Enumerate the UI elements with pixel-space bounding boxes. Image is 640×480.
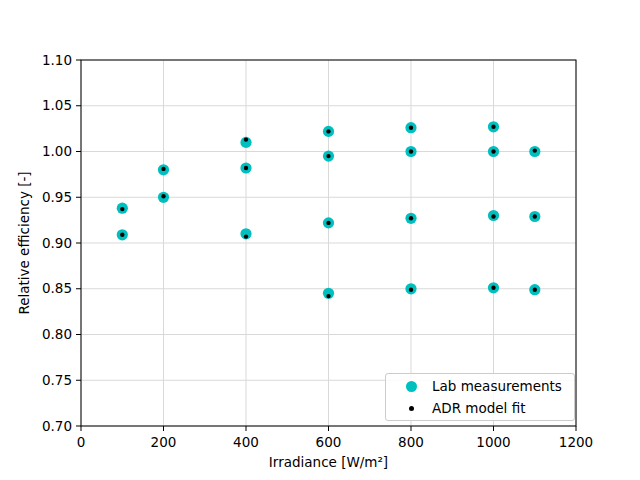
y-tick-label: 1.10 [42,52,72,68]
data-point-adr-model-fit [491,125,495,129]
y-tick-label: 0.80 [42,326,72,342]
x-tick-label: 800 [398,434,424,450]
data-point-adr-model-fit [533,214,537,218]
data-point-adr-model-fit [326,294,330,298]
legend-marker-cell [398,406,424,411]
figure-canvas: 0 200 400 600 800 1000 1200 0.70 0.75 0.80 0.85 0.9… [0,0,640,480]
legend-marker-cell [398,381,424,392]
legend-item-lab-measurements: Lab measurements [386,375,574,397]
x-tick-label: 1200 [559,434,593,450]
lab-measurements-marker-icon [406,381,417,392]
legend: Lab measurements ADR model fit [385,373,575,421]
x-tick-label: 400 [233,434,259,450]
y-tick-label: 0.85 [42,280,72,296]
data-point-adr-model-fit [244,137,248,141]
data-point-adr-model-fit [120,233,124,237]
data-point-adr-model-fit [244,166,248,170]
data-point-adr-model-fit [326,221,330,225]
data-point-adr-model-fit [409,288,413,292]
y-tick-label: 0.70 [42,418,72,434]
data-point-adr-model-fit [326,129,330,133]
y-tick-label: 0.75 [42,372,72,388]
x-tick-label: 0 [77,434,86,450]
data-point-adr-model-fit [491,149,495,153]
legend-label: ADR model fit [432,400,525,416]
y-tick-label: 0.95 [42,189,72,205]
data-point-adr-model-fit [533,288,537,292]
data-point-adr-model-fit [326,154,330,158]
y-tick-label: 0.90 [42,235,72,251]
data-point-adr-model-fit [244,234,248,238]
data-point-adr-model-fit [533,148,537,152]
data-point-adr-model-fit [120,207,124,211]
x-tick-label: 600 [316,434,342,450]
adr-model-fit-marker-icon [409,406,414,411]
y-tick-label: 1.00 [42,143,72,159]
data-point-adr-model-fit [161,194,165,198]
y-axis-label: Relative efficiency [-] [16,171,32,314]
data-point-adr-model-fit [491,286,495,290]
data-point-adr-model-fit [161,167,165,171]
data-point-adr-model-fit [409,216,413,220]
legend-label: Lab measurements [432,378,562,394]
x-axis-label: Irradiance [W/m²] [81,454,576,470]
data-point-adr-model-fit [491,214,495,218]
y-tick-label: 1.05 [42,97,72,113]
data-point-adr-model-fit [409,126,413,130]
x-tick-label: 1000 [476,434,510,450]
legend-item-adr-model-fit: ADR model fit [386,397,574,419]
x-tick-label: 200 [151,434,177,450]
data-point-adr-model-fit [409,149,413,153]
